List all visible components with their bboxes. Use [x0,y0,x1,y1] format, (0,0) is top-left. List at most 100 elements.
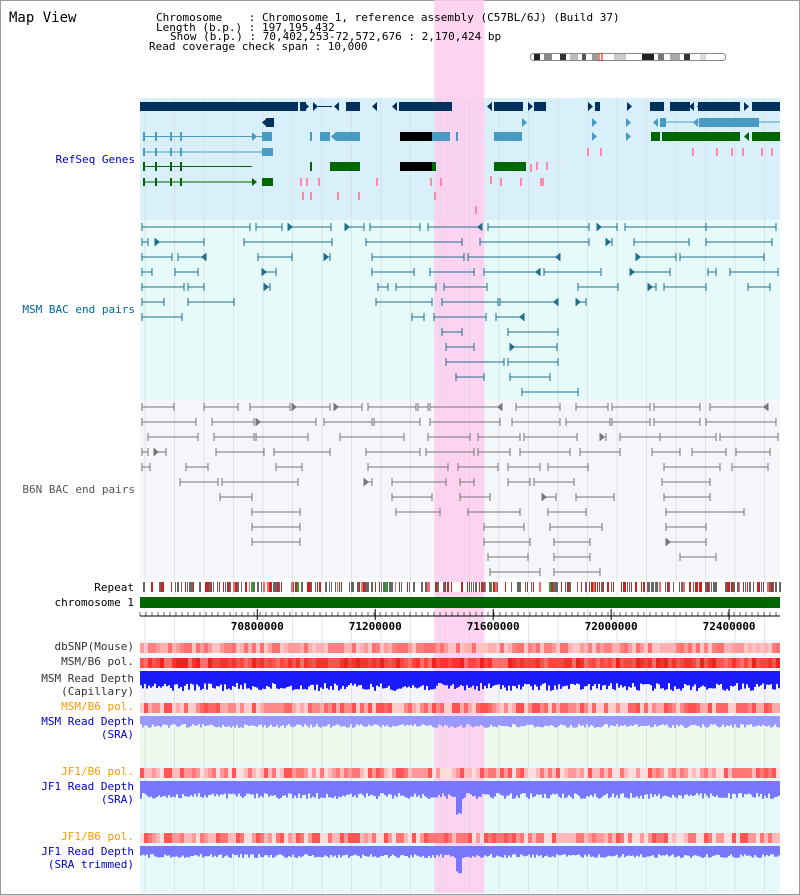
jf1-depth-trimmed-bar [566,846,568,857]
dbsnp-heat-cell [716,643,720,653]
dbsnp-heat-cell [300,643,304,653]
repeat-element [647,582,649,592]
msm-depth-capillary-label-1[interactable]: MSM Read Depth [41,672,134,685]
jf1-b6-pol2-heat-cell [416,833,420,843]
jf1-b6-pol2-heat-cell [748,833,752,843]
jf1-depth-sra-bar [570,781,572,798]
jf1-depth-sra-bar [330,781,332,798]
jf1-depth-trimmed-bar [640,846,642,855]
msm-depth-capillary-bar [736,671,738,684]
jf1-depth-sra-bar [274,781,276,796]
dbsnp-label[interactable]: dbSNP(Mouse) [54,640,134,653]
msm-depth-sra-bar [388,716,390,727]
msm-b6-pol-heat-cell [584,658,588,668]
msm-b6-pol-heat-cell [560,658,564,668]
jf1-depth-sra-bar [730,781,732,799]
jf1-b6-pol-heat-cell [584,768,588,778]
msm-b6-pol2-heat-cell [472,703,476,713]
msm-depth-capillary-bar [366,671,368,690]
msm-b6-pol2-heat-cell [464,703,468,713]
msm-b6-pol-heat-cell [596,658,600,668]
jf1-depth-trimmed-bar [302,846,304,857]
repeat-element [375,582,376,592]
jf1-depth-trimmed-bar [188,846,190,858]
dbsnp-heat-cell [744,643,748,653]
msm-b6-pol-heat-cell [648,658,652,668]
jf1-depth-sra-bar [574,781,576,794]
msm-b6-pol-label[interactable]: MSM/B6 pol. [61,655,134,668]
chromosome-label[interactable]: chromosome 1 [54,596,134,609]
msm-b6-pol-heat-cell [632,658,636,668]
msm-depth-sra-bar [544,716,546,726]
msm-depth-capillary-bar [764,671,766,690]
msm-depth-capillary-bar [260,671,262,691]
msm-depth-sra-label-1[interactable]: MSM Read Depth [41,715,134,728]
jf1-b6-pol-heat-cell [652,768,656,778]
msm-depth-sra-bar [492,716,494,727]
msm-bac-label[interactable]: MSM BAC end pairs [22,303,135,316]
jf1-b6-pol2-heat-cell [720,833,724,843]
jf1-depth-trimmed-bar [456,846,458,872]
jf1-depth-sra-bar [770,781,772,799]
jf1-b6-pol2-heat-cell [540,833,544,843]
jf1-depth-trimmed-bar [380,846,382,856]
msm-b6-pol2-heat-cell [672,703,676,713]
dbsnp-heat-cell [360,643,364,653]
dbsnp-heat-cell [632,643,636,653]
msm-b6-pol-heat-cell [292,658,296,668]
msm-depth-capillary-bar [478,671,480,691]
jf1-depth-trimmed-bar [156,846,158,857]
msm-b6-pol2-heat-cell [308,703,312,713]
jf1-depth-trimmed-bar [548,846,550,858]
jf1-depth-trimmed-bar [656,846,658,858]
dbsnp-heat-cell [636,643,640,653]
msm-depth-capillary-bar [256,671,258,688]
jf1-depth-trimmed-bar [430,846,432,858]
jf1-b6-pol2-heat-cell [452,833,456,843]
snp-tick [302,192,304,200]
jf1-b6-pol2-heat-cell [280,833,284,843]
repeat-element [191,582,193,592]
jf1-depth-trimmed-bar [474,846,476,858]
jf1-depth-trimmed-label-1[interactable]: JF1 Read Depth [41,845,134,858]
jf1-b6-pol2-heat-cell [456,833,460,843]
jf1-depth-sra-label-1[interactable]: JF1 Read Depth [41,780,134,793]
repeat-element [551,582,553,592]
jf1-b6-pol-heat-cell [756,768,760,778]
msm-depth-sra-bar [478,716,480,727]
repeat-element [525,582,526,592]
jf1-b6-pol-heat-cell [172,768,176,778]
jf1-depth-trimmed-bar [358,846,360,857]
dbsnp-heat-cell [364,643,368,653]
jf1-depth-trimmed-bar [618,846,620,858]
jf1-depth-trimmed-bar [682,846,684,858]
msm-b6-pol2-heat-cell [668,703,672,713]
msm-b6-pol-2-label[interactable]: MSM/B6 pol. [61,700,134,713]
jf1-depth-sra-bar [626,781,628,798]
msm-depth-capillary-bar [616,671,618,684]
msm-depth-capillary-bar [560,671,562,689]
chromosome-ideogram[interactable] [530,53,726,61]
jf1-depth-sra-bar [378,781,380,797]
b6n-bac-label[interactable]: B6N BAC end pairs [22,483,135,496]
msm-depth-capillary-bar [518,671,520,685]
jf1-b6-pol-heat-cell [760,768,764,778]
jf1-depth-sra-bar [516,781,518,796]
jf1-b6-pol-heat-cell [512,768,516,778]
dbsnp-heat-cell [736,643,740,653]
jf1-depth-trimmed-bar [642,846,644,858]
repeat-label[interactable]: Repeat [94,581,134,594]
dbsnp-heat-cell [184,643,188,653]
dbsnp-heat-cell [568,643,572,653]
repeat-element [171,582,172,592]
refseq-genes-label[interactable]: RefSeq Genes [55,153,135,166]
jf1-b6-pol-heat-cell [428,768,432,778]
jf1-depth-sra-bar [376,781,378,799]
jf1-b6-pol-label[interactable]: JF1/B6 pol. [61,765,134,778]
repeat-element [549,582,551,592]
jf1-b6-pol2-heat-cell [624,833,628,843]
jf1-b6-pol-2-label[interactable]: JF1/B6 pol. [61,830,134,843]
msm-b6-pol2-heat-cell [752,703,756,713]
snp-tick [731,148,733,156]
